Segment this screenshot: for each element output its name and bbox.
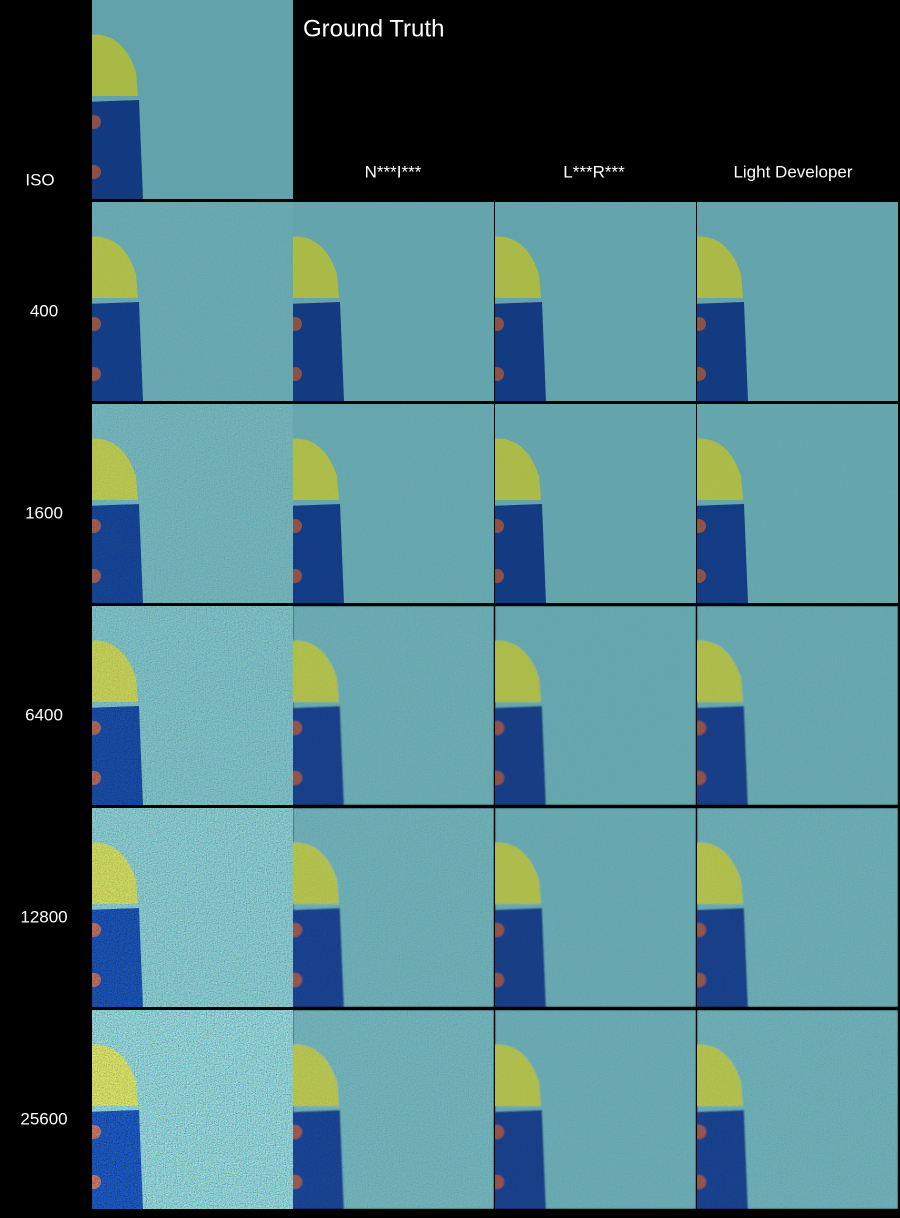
image-tile xyxy=(495,202,696,401)
red-dot xyxy=(92,115,101,129)
image-tile xyxy=(697,606,898,805)
image-tile xyxy=(293,1010,494,1209)
noise-overlay xyxy=(697,606,898,805)
iso-label: ISO xyxy=(25,170,54,189)
image-tile xyxy=(495,606,696,805)
noise-overlay xyxy=(293,404,494,603)
column-header: Light Developer xyxy=(733,162,852,181)
red-dot xyxy=(293,367,302,381)
noise-overlay xyxy=(293,808,494,1007)
noise-overlay xyxy=(495,808,696,1007)
image-tile xyxy=(495,404,696,603)
noise-overlay xyxy=(697,202,898,401)
noise-overlay xyxy=(92,1010,293,1209)
noise-overlay xyxy=(293,1010,494,1209)
yellow-shape xyxy=(293,236,339,298)
red-dot xyxy=(697,367,706,381)
iso-value: 25600 xyxy=(20,1109,67,1128)
image-tile xyxy=(293,202,494,401)
noise-overlay xyxy=(92,606,293,805)
iso-value: 6400 xyxy=(25,705,63,724)
tile-scene xyxy=(293,202,494,401)
image-tile xyxy=(697,404,898,603)
image-tile xyxy=(92,202,293,401)
yellow-shape xyxy=(697,236,743,298)
noise-overlay xyxy=(697,1010,898,1209)
red-dot xyxy=(92,165,101,179)
noise-overlay xyxy=(92,404,293,603)
image-tile xyxy=(293,404,494,603)
noise-overlay xyxy=(697,808,898,1007)
blue-block xyxy=(495,302,546,401)
noise-overlay xyxy=(495,404,696,603)
blue-block xyxy=(293,302,344,401)
image-tile xyxy=(293,808,494,1007)
iso-value: 1600 xyxy=(25,503,63,522)
image-tile xyxy=(697,808,898,1007)
image-tile xyxy=(697,202,898,401)
ground-truth-title: Ground Truth xyxy=(303,15,444,42)
image-tile xyxy=(495,808,696,1007)
blue-block xyxy=(92,100,143,199)
image-tile xyxy=(293,606,494,805)
red-dot xyxy=(495,317,504,331)
iso-value: 12800 xyxy=(20,907,67,926)
image-tile xyxy=(495,1010,696,1209)
image-tile xyxy=(92,404,293,603)
iso-value: 400 xyxy=(30,301,58,320)
image-tile xyxy=(92,808,293,1007)
red-dot xyxy=(293,317,302,331)
noise-overlay xyxy=(495,606,696,805)
red-dot xyxy=(495,367,504,381)
noise-overlay xyxy=(293,606,494,805)
column-header: L***R*** xyxy=(563,162,625,181)
image-tile xyxy=(697,1010,898,1209)
blue-block xyxy=(697,302,748,401)
noise-overlay xyxy=(293,202,494,401)
noise-overlay xyxy=(697,404,898,603)
image-tile xyxy=(92,1010,293,1209)
image-tile xyxy=(92,606,293,805)
noise-overlay xyxy=(495,202,696,401)
image-tile xyxy=(92,0,293,199)
noise-overlay xyxy=(92,202,293,401)
column-header: N***I*** xyxy=(365,162,422,181)
red-dot xyxy=(697,317,706,331)
noise-overlay xyxy=(495,1010,696,1209)
yellow-shape xyxy=(495,236,541,298)
noise-overlay xyxy=(92,808,293,1007)
tile-scene xyxy=(697,202,898,401)
tile-scene xyxy=(495,202,696,401)
yellow-shape xyxy=(92,34,138,96)
tile-scene xyxy=(92,0,293,199)
